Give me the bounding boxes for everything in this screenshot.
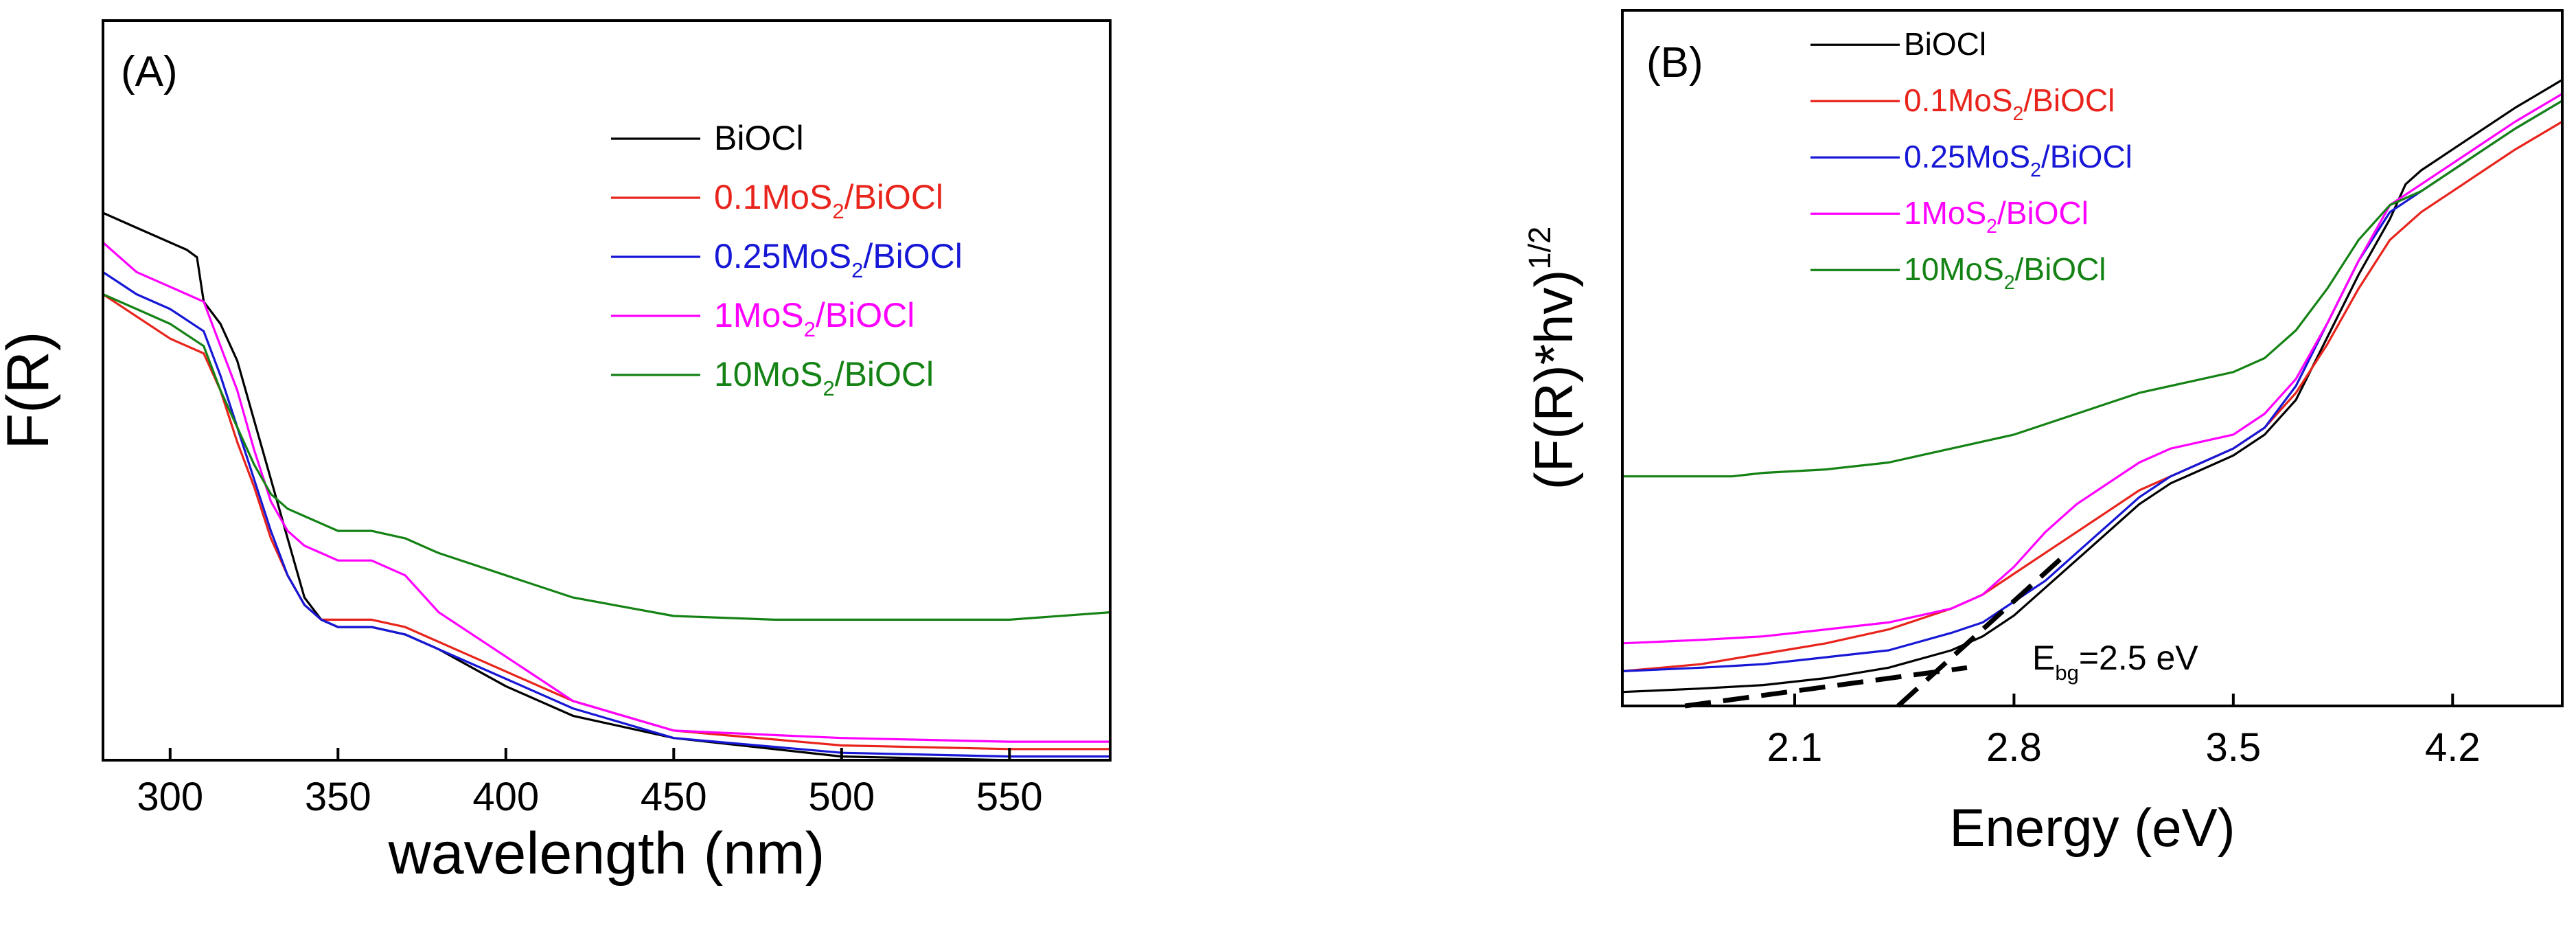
legend-label-b-0-25mos2-biocl: 0.25MoS2/BiOCl bbox=[1904, 139, 2132, 181]
panel-b: 2.1 2.8 3.5 4.2 Energy (eV) (F(R)*hv)1/2 (B) Bi… bbox=[1522, 9, 2564, 858]
x-tick-label-a-2: 400 bbox=[472, 775, 539, 819]
plot-frame-a bbox=[102, 19, 1112, 762]
legend-label-a-10mos2-biocl: 10MoS2/BiOCl bbox=[714, 355, 934, 400]
x-tick-label-a-1: 350 bbox=[305, 775, 371, 819]
x-axis-label-b: Energy (eV) bbox=[1949, 797, 2235, 858]
legend-label-a-0-25mos2-biocl: 0.25MoS2/BiOCl bbox=[714, 237, 963, 282]
series-line-b-10mos2-biocl bbox=[1622, 100, 2562, 478]
legend-label-b-10mos2-biocl: 10MoS2/BiOCl bbox=[1904, 251, 2106, 294]
y-axis-label-b: (F(R)*hv)1/2 bbox=[1522, 227, 1584, 490]
x-tick-label-b-3: 4.2 bbox=[2425, 725, 2481, 770]
x-tick-label-b-1: 2.8 bbox=[1986, 725, 2042, 770]
series-line-a-0-25mos2-biocl bbox=[103, 271, 1110, 758]
legend-label-b-0-1mos2-biocl: 0.1MoS2/BiOCl bbox=[1904, 82, 2115, 125]
panel-label-a: (A) bbox=[121, 48, 178, 95]
series-line-b-biocl bbox=[1622, 78, 2562, 694]
x-tick-label-b-0: 2.1 bbox=[1767, 725, 1823, 770]
y-axis-label-a: F(R) bbox=[0, 332, 61, 450]
legend-label-b-1mos2-biocl: 1MoS2/BiOCl bbox=[1904, 195, 2089, 238]
fit-line-baseline-tangent bbox=[1684, 665, 1968, 709]
series-line-a-1mos2-biocl bbox=[103, 241, 1110, 743]
x-tick-label-a-3: 450 bbox=[641, 775, 707, 819]
x-axis-label-a: wavelength (nm) bbox=[388, 821, 825, 887]
plot-frame-b bbox=[1621, 9, 2564, 707]
legend-label-a-1mos2-biocl: 1MoS2/BiOCl bbox=[714, 296, 915, 341]
legend-label-a-0-1mos2-biocl: 0.1MoS2/BiOCl bbox=[714, 178, 943, 223]
x-tick-label-a-4: 500 bbox=[808, 775, 875, 819]
panel-label-b: (B) bbox=[1646, 39, 1703, 87]
panel-a: 300 350 400 450 500 550 wavelength (nm) F(R) (A)… bbox=[0, 19, 1112, 887]
legend-label-b-biocl: BiOCl bbox=[1904, 26, 1986, 62]
legend-label-a-biocl: BiOCl bbox=[714, 119, 804, 157]
x-tick-label-a-0: 300 bbox=[137, 775, 203, 819]
x-tick-label-b-2: 3.5 bbox=[2206, 725, 2262, 770]
series-line-a-10mos2-biocl bbox=[103, 293, 1110, 621]
series-line-b-1mos2-biocl bbox=[1622, 93, 2562, 645]
x-tick-label-a-5: 550 bbox=[976, 775, 1043, 819]
band-gap-annotation: Ebg=2.5 eV bbox=[2032, 639, 2198, 685]
series-line-a-biocl bbox=[103, 212, 1110, 760]
